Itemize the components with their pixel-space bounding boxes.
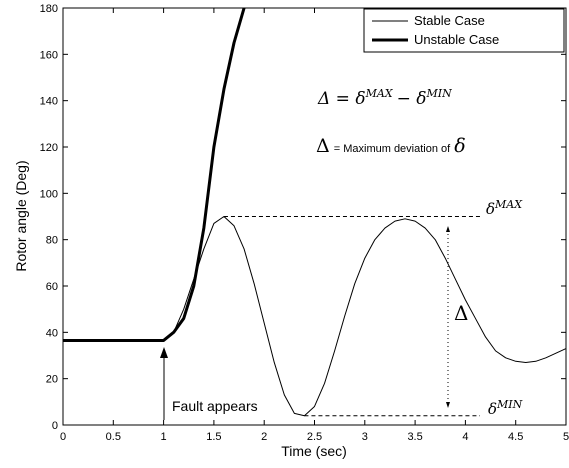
- max-label: δMAX: [486, 198, 523, 218]
- fault-label: Fault appears: [172, 398, 258, 414]
- line-series: [63, 7, 246, 342]
- min-label: δMIN: [488, 398, 523, 418]
- x-tick-label: 1.5: [206, 431, 221, 443]
- y-tick-label: 60: [46, 281, 58, 293]
- definition-part: δ: [454, 135, 465, 157]
- x-tick-label: 3.5: [407, 431, 422, 443]
- y-axis-label: Rotor angle (Deg): [13, 160, 29, 271]
- x-tick-label: 3: [362, 431, 368, 443]
- max-label-part: MAX: [494, 198, 523, 211]
- formula-part: MIN: [426, 87, 453, 100]
- max-label-part: δ: [486, 200, 495, 218]
- legend-box: [363, 8, 565, 53]
- y-tick-label: 40: [46, 327, 58, 339]
- definition-part: = Maximum deviation of: [334, 143, 451, 155]
- x-tick-label: 0: [60, 431, 66, 443]
- arrow-head: [446, 402, 450, 408]
- min-label-part: δ: [488, 400, 497, 418]
- y-tick-label: 20: [46, 374, 58, 386]
- y-tick-label: 160: [40, 49, 58, 61]
- formula-part: − δ: [397, 89, 427, 109]
- definition: Δ = Maximum deviation of δ: [316, 135, 466, 157]
- x-tick-label: 1: [161, 431, 167, 443]
- range-arrow: [446, 226, 450, 408]
- x-tick-label: 0.5: [106, 431, 121, 443]
- legend: Stable Case Unstable Case: [363, 8, 565, 53]
- y-tick-label: 0: [52, 420, 58, 432]
- definition-part: Δ: [316, 135, 330, 157]
- x-tick-label: 4: [462, 431, 468, 443]
- y-tick-label: 120: [40, 142, 58, 154]
- x-axis-label: Time (sec): [281, 443, 347, 459]
- legend-label: Stable Case: [414, 13, 485, 28]
- x-tick-label: 4.5: [508, 431, 523, 443]
- legend-label: Unstable Case: [414, 32, 499, 47]
- x-tick-label: 5: [563, 431, 569, 443]
- y-tick-label: 100: [40, 188, 58, 200]
- y-tick-label: 140: [40, 96, 58, 108]
- arrow-head: [446, 226, 450, 232]
- y-tick-label: 80: [46, 235, 58, 247]
- fault-arrow: [160, 347, 168, 420]
- formula: Δ = δMAX − δMIN: [317, 87, 452, 109]
- formula-part: MAX: [365, 87, 394, 100]
- y-tick-label: 180: [40, 3, 58, 15]
- x-tick-label: 2: [261, 431, 267, 443]
- range-label: Δ: [454, 301, 468, 325]
- arrow-head: [160, 347, 168, 358]
- min-label-part: MIN: [496, 398, 523, 411]
- formula-part: Δ = δ: [317, 89, 366, 109]
- line-series: [63, 216, 567, 417]
- x-tick-label: 2.5: [307, 431, 322, 443]
